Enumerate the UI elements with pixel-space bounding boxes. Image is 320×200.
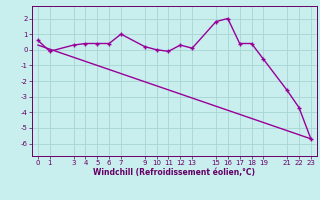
X-axis label: Windchill (Refroidissement éolien,°C): Windchill (Refroidissement éolien,°C) xyxy=(93,168,255,177)
